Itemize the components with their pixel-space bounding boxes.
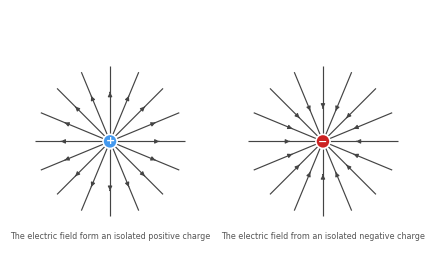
Circle shape	[103, 134, 117, 148]
Text: The electric field from an isolated negative charge: The electric field from an isolated nega…	[221, 232, 425, 241]
Circle shape	[316, 134, 330, 148]
Text: The electric field form an isolated positive charge: The electric field form an isolated posi…	[10, 232, 210, 241]
Text: +: +	[105, 136, 115, 146]
Text: −: −	[318, 136, 328, 146]
